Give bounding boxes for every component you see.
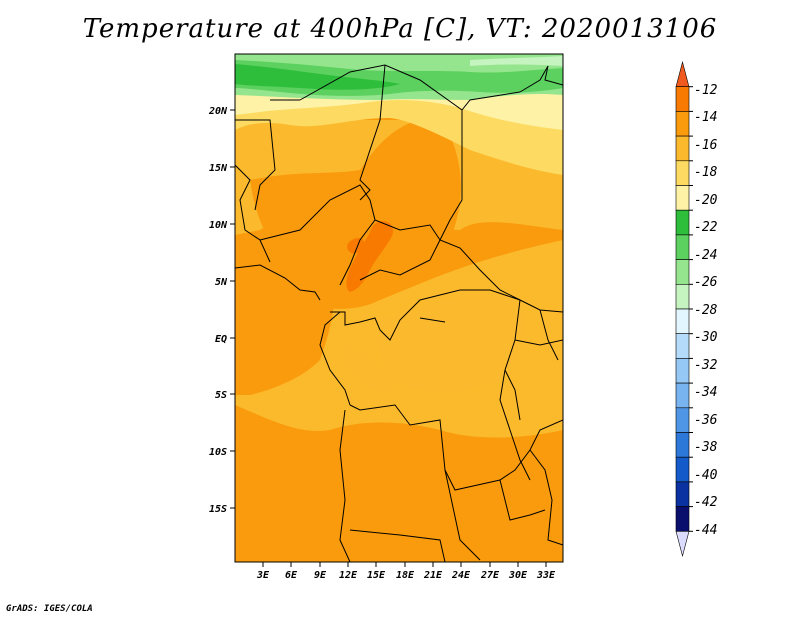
colorbar-box — [675, 530, 690, 558]
lon-label: 24E — [451, 570, 471, 581]
colorbar-box — [675, 111, 690, 137]
lat-label: 10S — [209, 447, 227, 458]
colorbar-label: -30 — [694, 330, 718, 345]
colorbar-label: -42 — [694, 495, 718, 510]
colorbar-box — [675, 185, 690, 211]
colorbar-box — [675, 358, 690, 384]
lon-label: 3E — [256, 570, 270, 581]
colorbar-box — [675, 456, 690, 483]
colorbar-label: -26 — [694, 275, 718, 290]
colorbar-box — [675, 209, 690, 236]
colorbar-box — [675, 160, 690, 186]
colorbar-box — [675, 60, 690, 87]
lat-label: 10N — [209, 220, 228, 231]
colorbar-box — [675, 259, 690, 285]
grads-credit: GrADS: IGES/COLA — [6, 604, 93, 614]
lon-label: 30E — [508, 570, 528, 581]
contour-band-12 — [346, 220, 394, 292]
colorbar-box — [675, 234, 690, 260]
lat-label: 5S — [215, 390, 227, 401]
lat-label: 15S — [209, 504, 227, 515]
colorbar-box — [675, 333, 690, 359]
map-frame — [234, 53, 564, 563]
colorbar-label: -14 — [694, 110, 717, 125]
colorbar-label: -22 — [694, 220, 718, 235]
colorbar-label: -36 — [694, 413, 718, 428]
lon-label: 18E — [396, 570, 415, 581]
colorbar-label: -32 — [694, 358, 718, 373]
colorbar-label: -20 — [694, 193, 718, 208]
lon-ticks — [262, 562, 547, 567]
colorbar-box — [675, 432, 690, 458]
lon-label: 9E — [314, 570, 327, 581]
colorbar-label: -38 — [694, 440, 718, 455]
colorbar-box — [675, 86, 690, 112]
map-title: Temperature at 400hPa [C], VT: 202001310… — [82, 14, 718, 44]
colorbar-label: -34 — [694, 385, 717, 400]
colorbar-box — [675, 481, 690, 507]
lat-ticks — [230, 109, 235, 509]
lon-label: 27E — [480, 570, 500, 581]
country-borders — [235, 64, 563, 562]
colorbar-label: -28 — [694, 303, 718, 318]
colorbar-boxes — [675, 60, 693, 558]
colorbar-box — [675, 135, 690, 162]
colorbar-label: -24 — [694, 248, 717, 263]
lon-label: 6E — [285, 570, 298, 581]
colorbar-box — [675, 506, 690, 532]
colorbar-label: -18 — [694, 165, 718, 180]
colorbar-label: -12 — [694, 83, 718, 98]
colorbar-box — [675, 407, 690, 433]
colorbar-label: -44 — [694, 523, 717, 538]
lon-label: 21E — [423, 570, 443, 581]
colorbar-box — [675, 308, 690, 335]
colorbar-label: -16 — [694, 138, 718, 153]
colorbar-box — [675, 283, 690, 310]
lon-label: 33E — [536, 570, 556, 581]
lat-label: 5N — [215, 277, 228, 288]
colorbar-label: -40 — [694, 468, 718, 483]
lat-label: 20N — [208, 106, 228, 117]
lon-label: 12E — [339, 570, 358, 581]
lat-label: 15N — [209, 163, 228, 174]
lon-label: 15E — [367, 570, 386, 581]
colorbar-box — [675, 382, 690, 409]
lat-label: EQ — [215, 334, 227, 345]
